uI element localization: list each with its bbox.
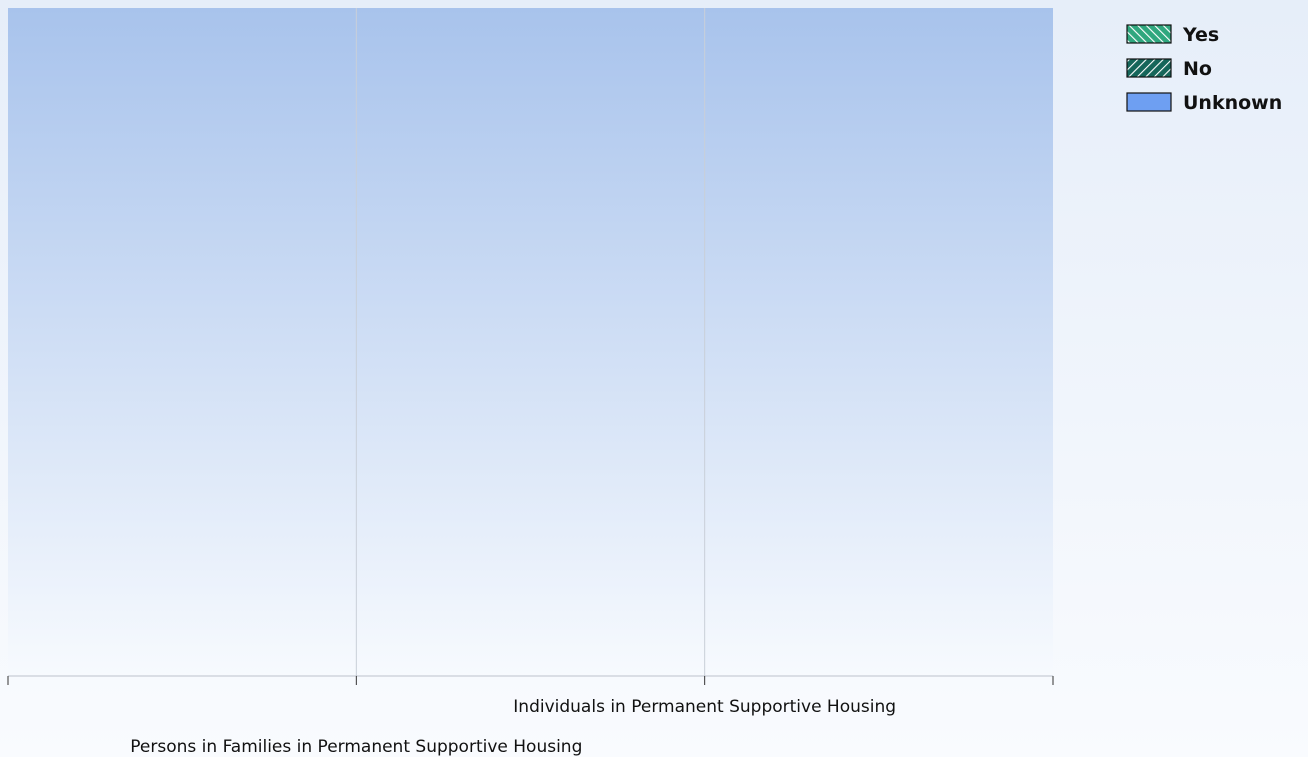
x-tick-label: Persons in Families in Permanent Support… bbox=[130, 737, 582, 757]
legend-swatch bbox=[1126, 58, 1172, 78]
legend-swatch bbox=[1126, 92, 1172, 112]
legend-swatch bbox=[1126, 24, 1172, 44]
x-tick-label: Individuals in Permanent Supportive Hous… bbox=[513, 697, 896, 717]
plot-area bbox=[8, 8, 1053, 676]
legend-label: No bbox=[1183, 58, 1212, 80]
legend-label: Unknown bbox=[1183, 92, 1282, 114]
legend-label: Yes bbox=[1182, 24, 1219, 46]
